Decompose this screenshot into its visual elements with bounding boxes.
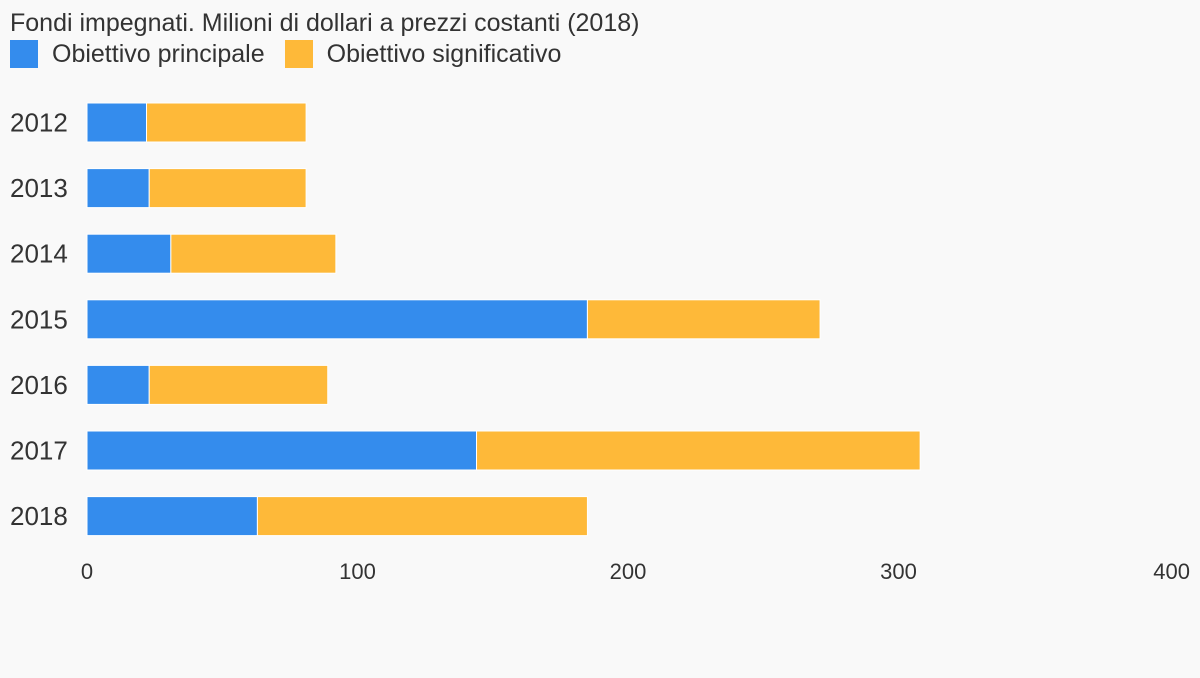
legend-swatch-significativo [284,40,313,68]
legend-label-principale: Obiettivo principale [52,39,265,68]
bar-2012-series-1[interactable] [146,102,307,143]
x-tick-label-200: 200 [610,559,647,584]
category-label-2016: 2016 [10,370,68,400]
x-tick-label-400: 400 [1153,559,1190,584]
bar-2016-series-1[interactable] [148,364,329,405]
legend-label-significativo: Obiettivo significativo [326,39,562,68]
bar-2014-series-1[interactable] [170,233,337,274]
category-label-2017: 2017 [10,436,68,466]
x-tick-label-300: 300 [880,559,917,584]
bar-2014-series-0[interactable] [86,233,172,274]
bar-2017-series-0[interactable] [86,430,478,471]
bar-2016-series-0[interactable] [86,364,150,405]
legend-item-principale[interactable]: Obiettivo principale [10,40,265,69]
category-label-2014: 2014 [10,239,68,269]
category-label-2012: 2012 [10,108,68,138]
bar-2013-series-1[interactable] [148,168,307,209]
bar-2012-series-0[interactable] [86,102,148,143]
bar-2018-series-0[interactable] [86,496,258,537]
bar-2018-series-1[interactable] [256,496,588,537]
x-tick-label-0: 0 [81,559,93,584]
bar-2017-series-1[interactable] [476,430,921,471]
bar-2015-series-0[interactable] [86,299,588,340]
legend: Obiettivo principale Obiettivo significa… [10,39,581,69]
x-tick-label-100: 100 [339,559,376,584]
bar-2015-series-1[interactable] [586,299,821,340]
bar-2013-series-0[interactable] [86,168,150,209]
category-label-2015: 2015 [10,304,68,334]
chart-title: Fondi impegnati. Milioni di dollari a pr… [10,9,640,37]
legend-swatch-principale [10,40,38,68]
category-label-2018: 2018 [10,501,68,531]
category-label-2013: 2013 [10,173,68,203]
legend-item-significativo[interactable]: Obiettivo significativo [284,39,562,69]
